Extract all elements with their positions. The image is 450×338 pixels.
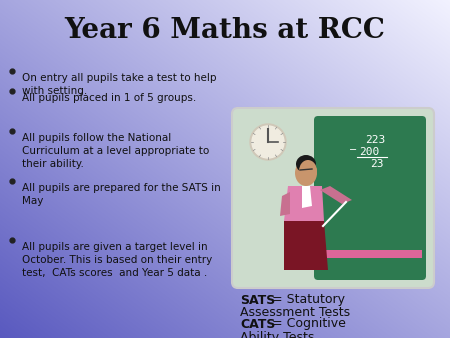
Text: On entry all pupils take a test to help
with setting.: On entry all pupils take a test to help …: [22, 73, 216, 96]
Circle shape: [250, 124, 286, 160]
FancyBboxPatch shape: [314, 116, 426, 280]
Text: Ability Tests: Ability Tests: [240, 331, 315, 338]
Text: All pupils follow the National
Curriculum at a level appropriate to
their abilit: All pupils follow the National Curriculu…: [22, 133, 209, 169]
Text: All pupils placed in 1 of 5 groups.: All pupils placed in 1 of 5 groups.: [22, 93, 196, 103]
Text: 23: 23: [370, 159, 384, 169]
Text: 200: 200: [359, 147, 379, 157]
Text: All pupils are given a target level in
October. This is based on their entry
tes: All pupils are given a target level in O…: [22, 242, 212, 279]
Text: 223: 223: [365, 135, 385, 145]
Polygon shape: [284, 186, 324, 221]
Circle shape: [252, 126, 284, 158]
Ellipse shape: [299, 160, 317, 182]
FancyBboxPatch shape: [232, 108, 434, 288]
Text: All pupils are prepared for the SATS in
May: All pupils are prepared for the SATS in …: [22, 183, 221, 206]
Ellipse shape: [295, 160, 317, 186]
Text: = Cognitive: = Cognitive: [272, 317, 346, 331]
Text: Year 6 Maths at RCC: Year 6 Maths at RCC: [64, 17, 386, 44]
Bar: [318, 250, 422, 258]
Text: SATS: SATS: [240, 293, 275, 307]
Text: −: −: [349, 145, 357, 155]
Text: CATS: CATS: [240, 317, 275, 331]
Text: Assessment Tests: Assessment Tests: [240, 307, 350, 319]
Polygon shape: [284, 221, 328, 270]
Polygon shape: [280, 192, 290, 216]
Polygon shape: [302, 186, 312, 208]
Ellipse shape: [296, 155, 316, 173]
Text: = Statutory: = Statutory: [272, 293, 345, 307]
Polygon shape: [320, 186, 352, 204]
